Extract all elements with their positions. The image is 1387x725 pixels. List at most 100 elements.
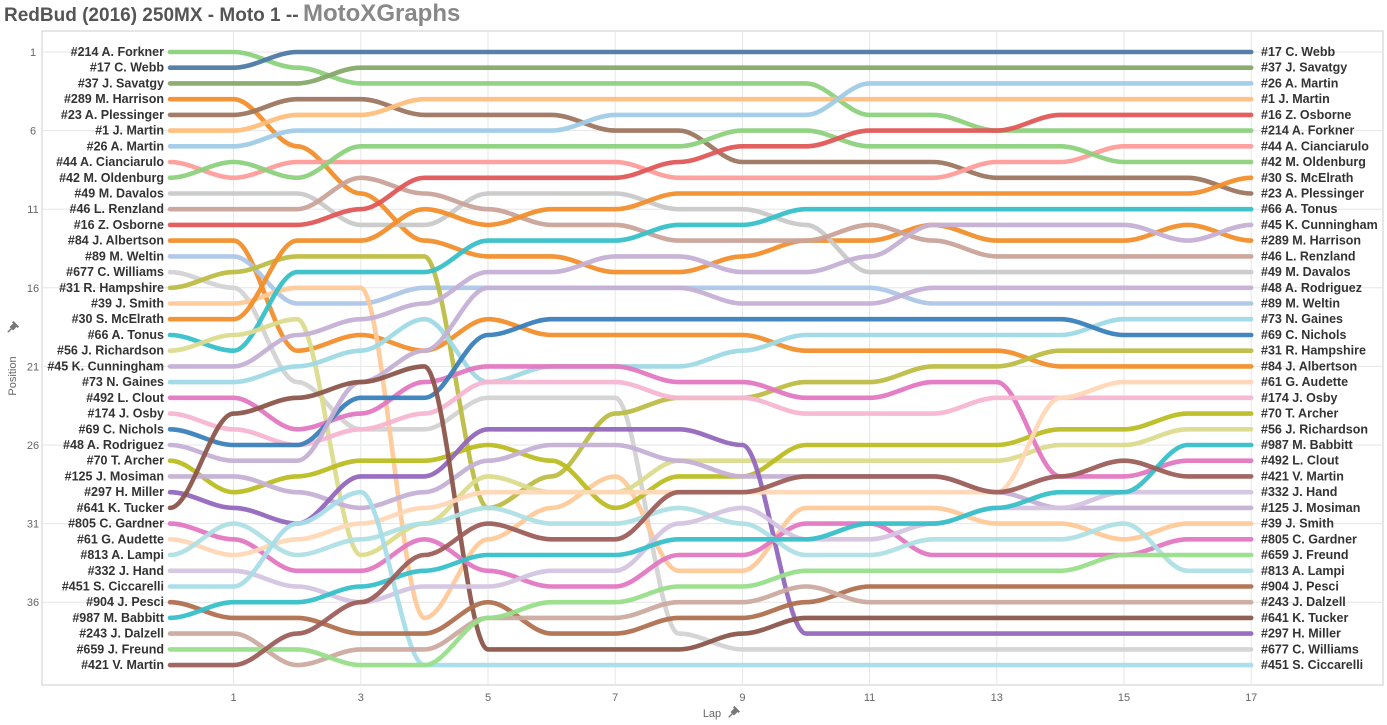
finish-label: #73 N. Gaines bbox=[1261, 312, 1343, 326]
series-line-297-h-miller[interactable] bbox=[167, 426, 1254, 636]
finish-label: #44 A. Cianciarulo bbox=[1261, 139, 1369, 153]
finish-label: #987 M. Babbitt bbox=[1261, 438, 1354, 452]
series-line-84-j-albertson[interactable] bbox=[167, 238, 1254, 369]
series-line-659-j-freund[interactable] bbox=[167, 552, 1254, 668]
start-label: #26 A. Martin bbox=[87, 139, 164, 153]
chart-title: RedBud (2016) 250MX - Moto 1 -- MotoXGra… bbox=[4, 0, 460, 30]
y-axis-pin-icon[interactable] bbox=[5, 320, 20, 335]
start-label: #174 J. Osby bbox=[88, 407, 164, 421]
start-label: #904 J. Pesci bbox=[86, 595, 164, 609]
start-label: #45 K. Cunningham bbox=[47, 359, 164, 373]
series-line-904-j-pesci[interactable] bbox=[167, 584, 1254, 636]
series-line-49-m-davalos[interactable] bbox=[167, 191, 1254, 275]
finish-label: #451 S. Ciccarelli bbox=[1261, 658, 1363, 672]
series-line-243-j-dalzell[interactable] bbox=[167, 584, 1254, 668]
series-line-89-m-weltin[interactable] bbox=[167, 254, 1254, 306]
start-label: #69 C. Nichols bbox=[79, 422, 164, 436]
start-label: #70 T. Archer bbox=[87, 454, 164, 468]
series-line-48-a-rodriguez[interactable] bbox=[167, 285, 1254, 464]
finish-label: #125 J. Mosiman bbox=[1261, 501, 1360, 515]
series-line-1-j-martin[interactable] bbox=[167, 96, 1254, 133]
finish-label: #332 J. Hand bbox=[1261, 485, 1337, 499]
finish-label: #214 A. Forkner bbox=[1261, 124, 1354, 138]
series-line-45-k-cunningham[interactable] bbox=[167, 222, 1254, 369]
start-label: #677 C. Williams bbox=[66, 265, 164, 279]
series-line-46-l-renzland[interactable] bbox=[167, 175, 1254, 259]
finish-label: #243 J. Dalzell bbox=[1261, 595, 1346, 609]
start-label: #73 N. Gaines bbox=[82, 375, 164, 389]
x-tick-label: 11 bbox=[864, 692, 875, 704]
finish-label: #49 M. Davalos bbox=[1261, 265, 1351, 279]
series-line-813-a-lampi[interactable] bbox=[167, 505, 1254, 574]
brand-logo-text: MotoXGraphs bbox=[303, 0, 461, 27]
y-tick-label: 31 bbox=[27, 519, 39, 531]
finish-label: #89 M. Weltin bbox=[1261, 297, 1340, 311]
series-line-987-m-babbitt[interactable] bbox=[167, 442, 1254, 621]
series-line-42-m-oldenburg[interactable] bbox=[167, 128, 1254, 181]
y-tick-label: 26 bbox=[27, 440, 39, 452]
start-label: #66 A. Tonus bbox=[88, 328, 164, 342]
series-line-23-a-plessinger[interactable] bbox=[167, 96, 1254, 196]
series-line-289-m-harrison[interactable] bbox=[167, 96, 1254, 275]
x-tick-label: 13 bbox=[991, 692, 1003, 704]
start-label: #492 L. Clout bbox=[86, 391, 165, 405]
finish-label: #297 H. Miller bbox=[1261, 627, 1341, 641]
x-tick-label: 17 bbox=[1245, 692, 1257, 704]
finish-label: #421 V. Martin bbox=[1261, 469, 1344, 483]
finish-label: #48 A. Rodriguez bbox=[1261, 281, 1362, 295]
series-line-677-c-williams[interactable] bbox=[167, 269, 1254, 652]
start-label: #30 S. McElrath bbox=[72, 312, 164, 326]
y-tick-label: 11 bbox=[27, 204, 38, 216]
start-label: #1 J. Martin bbox=[95, 124, 164, 138]
series-line-44-a-cianciarulo[interactable] bbox=[167, 144, 1254, 181]
y-tick-label: 36 bbox=[27, 597, 39, 609]
series-line-805-c-gardner[interactable] bbox=[167, 521, 1254, 589]
start-label: #332 J. Hand bbox=[88, 564, 164, 578]
x-tick-label: 1 bbox=[231, 692, 237, 704]
finish-label: #66 A. Tonus bbox=[1261, 202, 1337, 216]
series-line-69-c-nichols[interactable] bbox=[167, 316, 1254, 448]
series-line-17-c-webb[interactable] bbox=[167, 49, 1254, 71]
start-label: #48 A. Rodriguez bbox=[63, 438, 164, 452]
start-label: #42 M. Oldenburg bbox=[59, 171, 164, 185]
finish-label: #659 J. Freund bbox=[1261, 548, 1349, 562]
y-tick-label: 21 bbox=[27, 361, 39, 373]
series-line-16-z-osborne[interactable] bbox=[167, 112, 1254, 228]
series-line-214-a-forkner[interactable] bbox=[167, 49, 1254, 133]
series-line-37-j-savatgy[interactable] bbox=[167, 65, 1254, 86]
series-line-66-a-tonus[interactable] bbox=[167, 206, 1254, 353]
finish-label: #1 J. Martin bbox=[1261, 92, 1330, 106]
finish-label: #904 J. Pesci bbox=[1261, 579, 1339, 593]
series-line-26-a-martin[interactable] bbox=[167, 81, 1254, 149]
start-label: #61 G. Audette bbox=[77, 532, 164, 546]
finish-label: #69 C. Nichols bbox=[1261, 328, 1346, 342]
y-tick-label: 6 bbox=[30, 126, 36, 138]
start-label: #659 J. Freund bbox=[76, 642, 164, 656]
finish-label: #641 K. Tucker bbox=[1261, 611, 1348, 625]
start-label: #31 R. Hampshire bbox=[59, 281, 164, 295]
start-label: #421 V. Martin bbox=[81, 658, 164, 672]
x-tick-label: 15 bbox=[1118, 692, 1130, 704]
finish-label: #30 S. McElrath bbox=[1261, 171, 1353, 185]
start-label: #451 S. Ciccarelli bbox=[62, 579, 164, 593]
series-line-641-k-tucker[interactable] bbox=[167, 364, 1254, 652]
start-label: #56 J. Richardson bbox=[57, 344, 164, 358]
series-line-451-s-ciccarelli[interactable] bbox=[167, 489, 1254, 668]
finish-label: #174 J. Osby bbox=[1261, 391, 1337, 405]
finish-label: #805 C. Gardner bbox=[1261, 532, 1357, 546]
series-line-70-t-archer[interactable] bbox=[167, 411, 1254, 511]
series-lines[interactable] bbox=[167, 49, 1254, 668]
series-line-30-s-mcelrath[interactable] bbox=[167, 175, 1254, 322]
x-tick-label: 3 bbox=[358, 692, 364, 704]
start-label: #16 Z. Osborne bbox=[74, 218, 164, 232]
x-axis-pin-icon[interactable] bbox=[726, 705, 741, 720]
finish-label: #17 C. Webb bbox=[1261, 45, 1335, 59]
title-text: RedBud (2016) 250MX - Moto 1 -- bbox=[4, 5, 299, 26]
finish-label: #42 M. Oldenburg bbox=[1261, 155, 1366, 169]
series-line-73-n-gaines[interactable] bbox=[167, 316, 1254, 385]
start-label: #44 A. Cianciarulo bbox=[56, 155, 164, 169]
series-line-421-v-martin[interactable] bbox=[167, 458, 1254, 668]
y-tick-label: 1 bbox=[30, 47, 36, 59]
